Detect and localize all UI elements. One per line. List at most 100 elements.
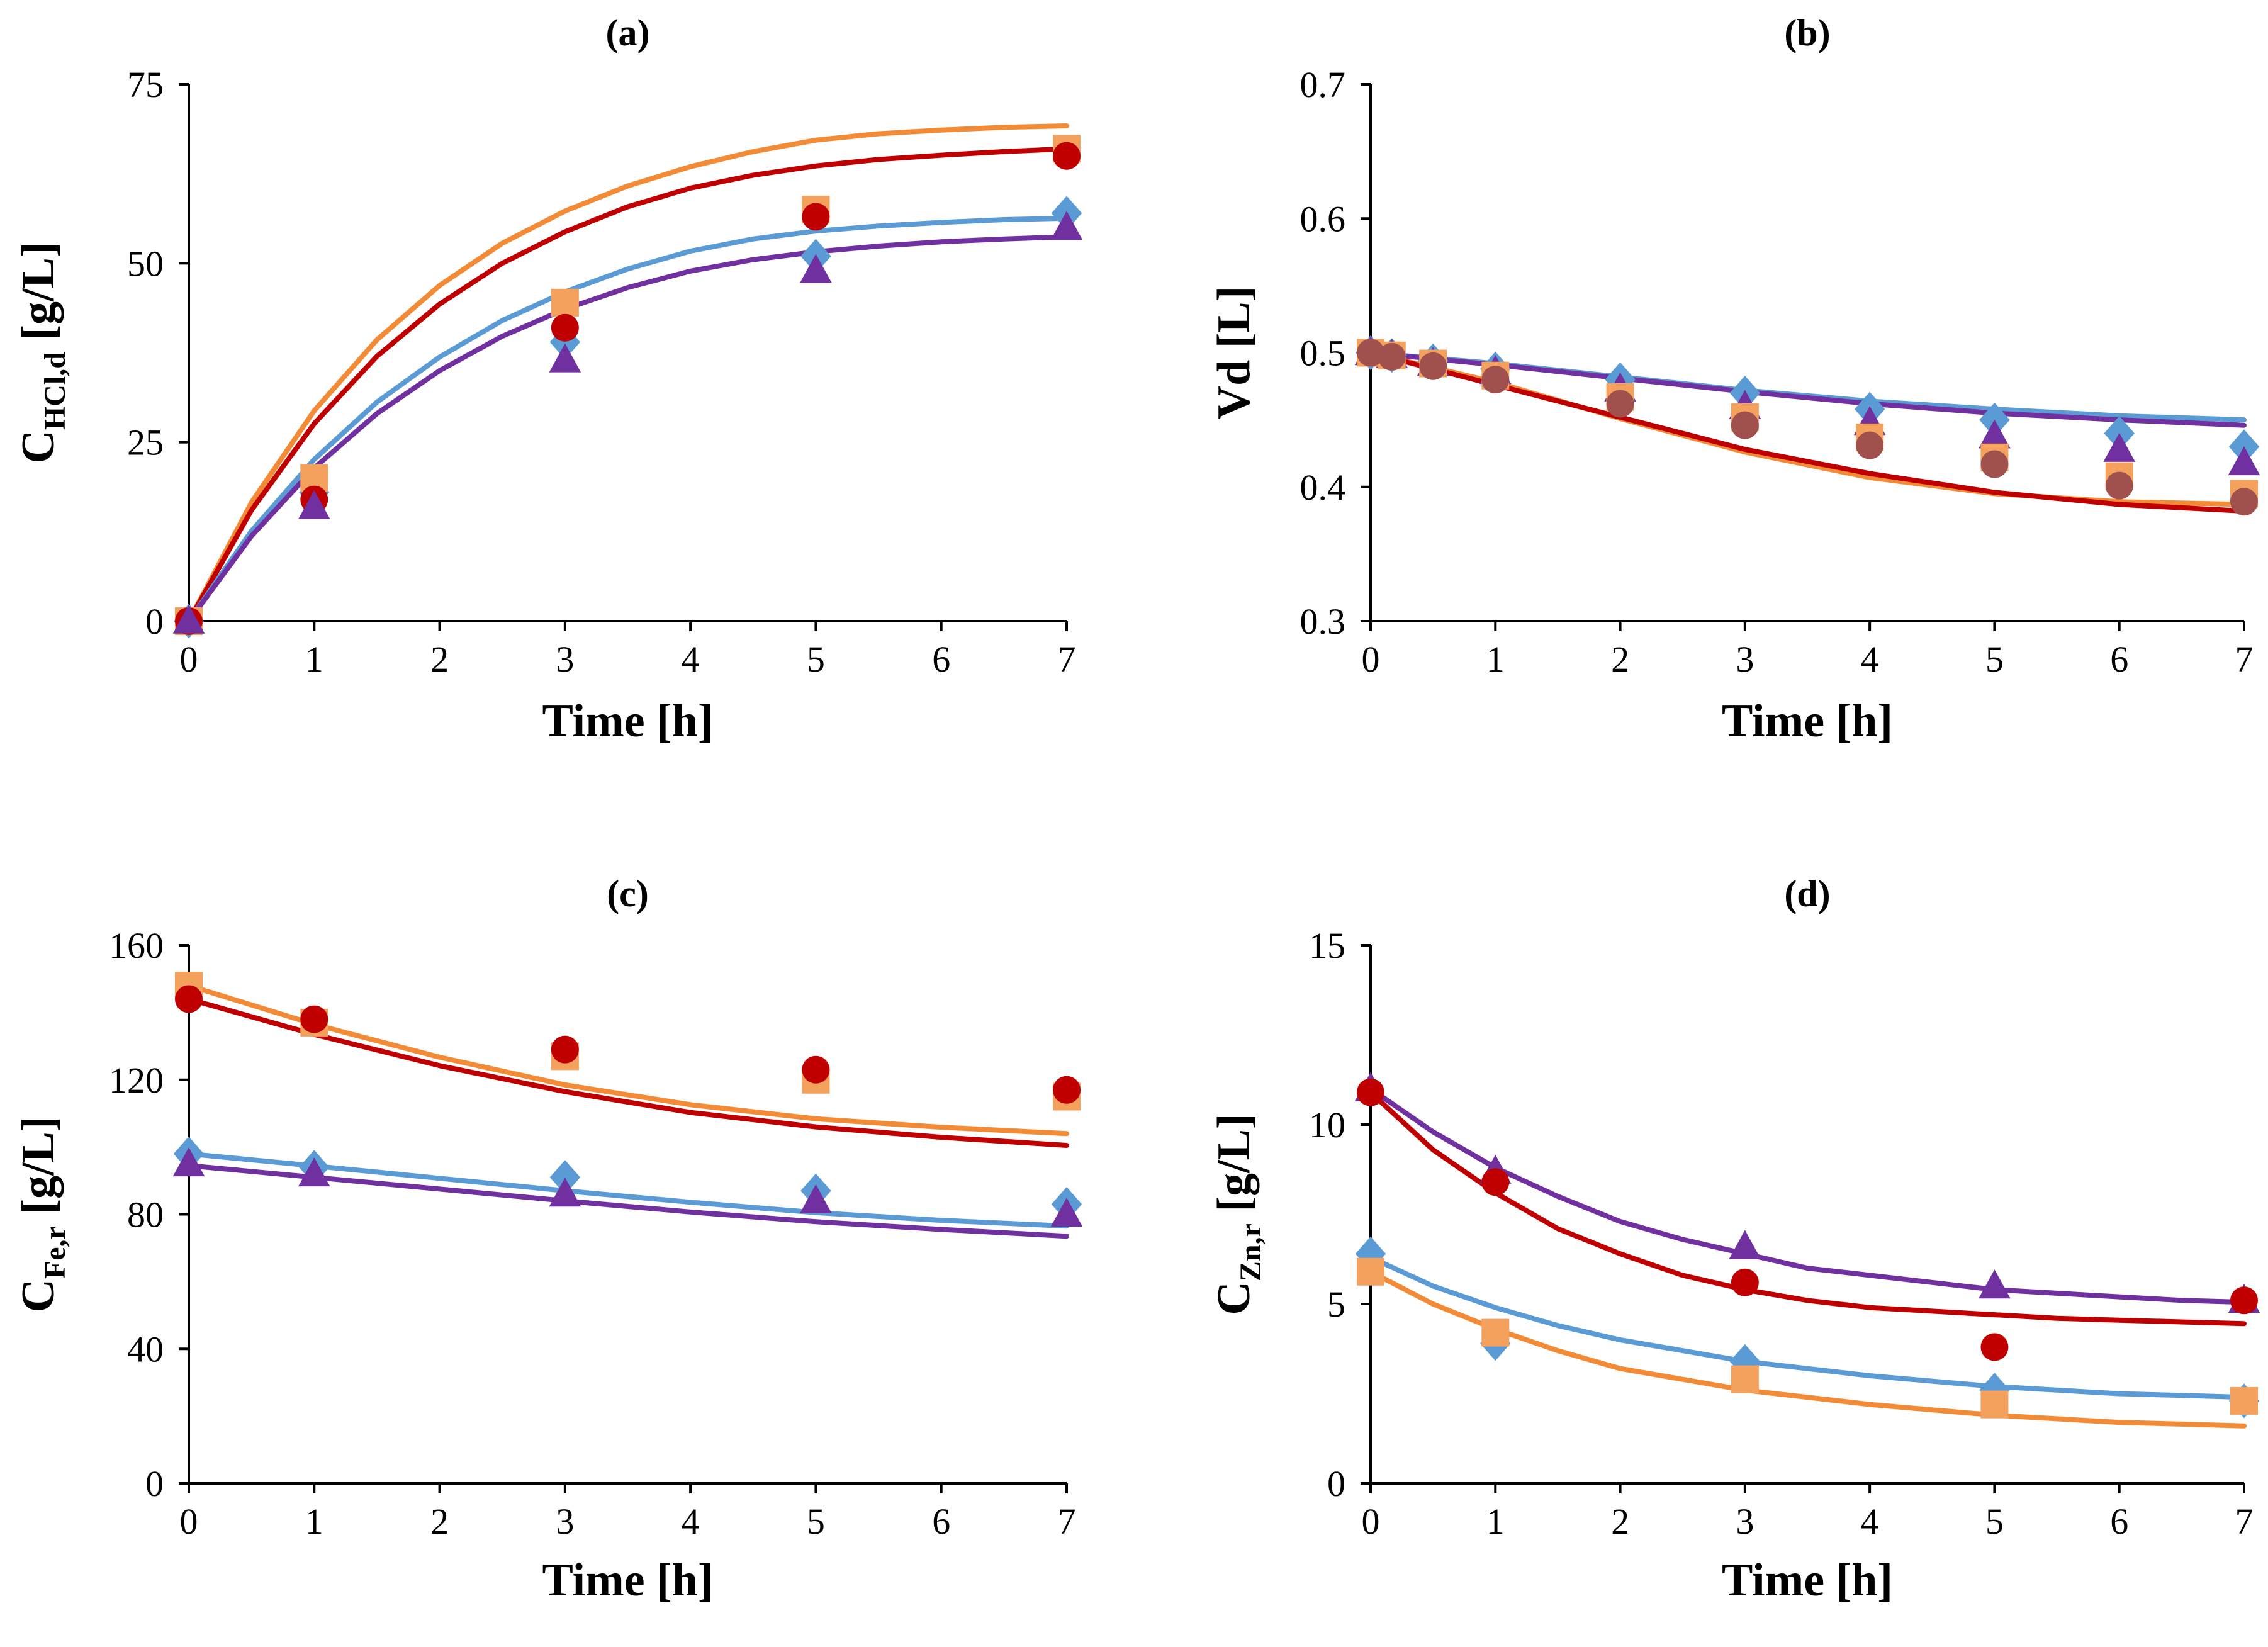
purple-triangle-point-c: [800, 1184, 832, 1213]
orange-square-point-d: [1980, 1390, 2009, 1419]
y-tick-label-c: 160: [109, 925, 164, 966]
y-tick-label-b: 0.4: [1300, 467, 1346, 508]
red-circle-point-d: [1481, 1168, 1510, 1196]
purple-triangle-point-a: [298, 490, 330, 519]
red-circle-point-a: [1053, 142, 1081, 170]
x-tick-label-c: 0: [180, 1501, 198, 1542]
title-d: (d): [1784, 873, 1830, 914]
x-tick-label-c: 5: [807, 1501, 825, 1542]
red-circle-point-c: [1053, 1076, 1081, 1104]
x-tick-label-d: 1: [1486, 1501, 1505, 1542]
red-fit-line-a: [186, 146, 1069, 624]
x-tick-label-a: 6: [932, 639, 950, 680]
red-circle-point-d: [1357, 1078, 1384, 1106]
x-tick-label-a: 0: [180, 639, 198, 680]
orange-fit-line-a: [186, 123, 1069, 624]
purple-triangle-point-c: [549, 1178, 581, 1207]
red-circle-point-c: [551, 1035, 579, 1064]
brown-circle-point-b: [1731, 411, 1759, 439]
purple-fit-line-a: [186, 234, 1069, 624]
red-circle-point-c: [175, 985, 203, 1013]
purple-fit-line-c: [186, 1163, 1069, 1239]
brown-circle-point-b: [1481, 366, 1510, 394]
red-circle-point-d: [1731, 1268, 1759, 1296]
blue-diamond-point-d: [1355, 1236, 1386, 1271]
purple-triangle-point-d: [1729, 1230, 1761, 1259]
x-tick-label-b: 1: [1486, 639, 1505, 680]
y-axis-label-b: Vd [L]: [1208, 286, 1260, 420]
red-fit-line-b: [1368, 350, 2247, 514]
y-axis-label-a: CHCl,d [g/L]: [13, 242, 72, 463]
x-tick-label-a: 3: [556, 639, 574, 680]
x-tick-label-b: 5: [1985, 639, 2004, 680]
y-tick-label-c: 80: [127, 1194, 164, 1235]
purple-triangle-point-b: [1979, 419, 2011, 449]
x-tick-label-b: 0: [1362, 639, 1380, 680]
purple-triangle-point-b: [2228, 446, 2260, 476]
purple-fit-line-d: [1368, 1086, 2247, 1305]
purple-fit-line-b: [1368, 350, 2247, 428]
brown-circle-point-b: [1856, 431, 1884, 459]
x-tick-label-a: 1: [305, 639, 323, 680]
blue-diamond-point-c: [549, 1160, 581, 1195]
x-tick-label-d: 3: [1736, 1501, 1754, 1542]
y-tick-label-d: 0: [1327, 1463, 1345, 1504]
orange-fit-line-d: [1368, 1269, 2247, 1429]
brown-circle-point-b: [1357, 339, 1384, 367]
x-tick-label-a: 5: [807, 639, 825, 680]
y-tick-label-d: 5: [1327, 1284, 1345, 1325]
x-tick-label-c: 6: [932, 1501, 950, 1542]
purple-triangle-point-c: [298, 1157, 330, 1187]
x-axis-label-d: Time [h]: [1722, 1554, 1893, 1606]
x-tick-label-d: 2: [1611, 1501, 1629, 1542]
panel-a: (a) 0 1 2 3 4 5 6 7 0 25 50 75 Time [h] CHCl,d [g/L]: [13, 12, 1083, 747]
brown-circle-point-b: [1980, 450, 2009, 478]
x-axis-label-a: Time [h]: [542, 695, 713, 747]
y-tick-label-b: 0.3: [1300, 601, 1346, 642]
orange-fit-line-c: [186, 983, 1069, 1137]
red-circle-point-c: [300, 1005, 328, 1033]
title-b: (b): [1784, 12, 1830, 53]
y-tick-label-b: 0.6: [1300, 198, 1346, 239]
y-tick-label-c: 120: [109, 1060, 164, 1101]
y-tick-label-c: 40: [127, 1329, 164, 1369]
brown-circle-point-b: [1606, 390, 1634, 418]
red-circle-point-d: [2230, 1286, 2258, 1315]
x-tick-label-d: 0: [1362, 1501, 1380, 1542]
x-tick-label-a: 7: [1058, 639, 1076, 680]
x-tick-label-d: 5: [1985, 1501, 2004, 1542]
y-tick-label-b: 0.7: [1300, 64, 1346, 105]
red-fit-line-d: [1368, 1089, 2247, 1327]
x-tick-label-d: 4: [1861, 1501, 1879, 1542]
y-tick-label-a: 50: [127, 243, 164, 284]
x-axis-label-c: Time [h]: [542, 1554, 713, 1606]
y-tick-label-b: 0.5: [1300, 333, 1346, 374]
y-tick-label-a: 25: [127, 422, 164, 463]
x-tick-label-b: 6: [2110, 639, 2128, 680]
purple-triangle-point-a: [549, 343, 581, 373]
y-tick-label-c: 0: [145, 1463, 164, 1504]
panel-b: (b) 0 1 2 3 4 5 6 7 0.3 0.4 0.5 0.6 0.7 Time [h] Vd [L]: [1208, 12, 2260, 747]
blue-fit-line-c: [186, 1151, 1069, 1229]
x-tick-label-b: 2: [1611, 639, 1629, 680]
brown-circle-point-b: [1378, 342, 1406, 371]
purple-triangle-point-c: [1050, 1198, 1083, 1227]
red-circle-point-a: [551, 313, 579, 342]
red-fit-line-c: [186, 996, 1069, 1148]
orange-square-point-d: [1731, 1365, 1759, 1393]
x-tick-label-b: 4: [1861, 639, 1879, 680]
blue-fit-line-d: [1368, 1254, 2247, 1400]
y-axis-label-d: CZn,r [g/L]: [1208, 1113, 1267, 1315]
purple-triangle-point-d: [1979, 1269, 2011, 1299]
orange-square-point-d: [2230, 1386, 2258, 1415]
purple-triangle-point-b: [2103, 432, 2136, 462]
y-tick-label-a: 0: [145, 601, 164, 642]
orange-square-point-a: [551, 288, 579, 317]
x-tick-label-c: 1: [305, 1501, 323, 1542]
red-circle-point-a: [802, 203, 830, 231]
x-tick-label-b: 3: [1736, 639, 1754, 680]
title-c: (c): [607, 873, 649, 914]
x-tick-label-a: 4: [682, 639, 700, 680]
panel-c: (c) 0 1 2 3 4 5 6 7 0 40 80 120 160 Time [h] CFe,r [g/L…: [13, 873, 1083, 1606]
